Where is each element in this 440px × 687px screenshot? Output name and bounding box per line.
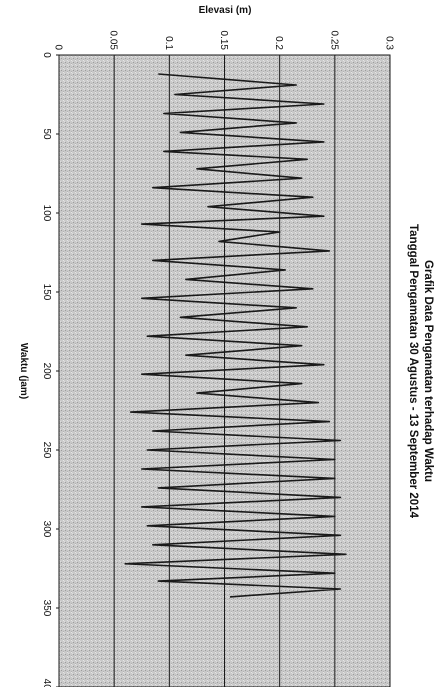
- x-tick-label: 350: [41, 600, 52, 617]
- x-tick-label: 100: [41, 205, 52, 222]
- y-tick-label: 0.2: [273, 36, 284, 50]
- x-tick-label: 0: [41, 52, 52, 58]
- x-axis-title: Waktu (jam): [18, 343, 29, 399]
- y-tick-label: 0.1: [163, 36, 174, 50]
- y-tick-label: 0.15: [218, 31, 229, 51]
- y-tick-label: 0.25: [328, 31, 339, 51]
- x-tick-label: 400: [41, 679, 52, 687]
- x-tick-label: 250: [41, 442, 52, 459]
- y-tick-label: 0.3: [384, 36, 395, 50]
- x-tick-label: 50: [41, 128, 52, 140]
- x-tick-label: 300: [41, 521, 52, 538]
- chart-title: Grafik Data Pengamatan terhadap Waktu: [422, 260, 434, 482]
- tick-labels: 0 0.05 0.1 0.15 0.2 0.25 0.3 0 50 100 150 200 250 300…: [41, 31, 395, 687]
- y-axis-title: Elevasi (m): [199, 5, 252, 16]
- x-tick-label: 150: [41, 284, 52, 301]
- chart-subtitle: Tanggal Pengamatan 30 Agustus - 13 Septe…: [407, 224, 419, 519]
- series-line: [124, 73, 347, 598]
- y-tick-label: 0.05: [108, 31, 119, 51]
- x-tick-label: 200: [41, 363, 52, 380]
- y-tick-label: 0: [53, 44, 64, 50]
